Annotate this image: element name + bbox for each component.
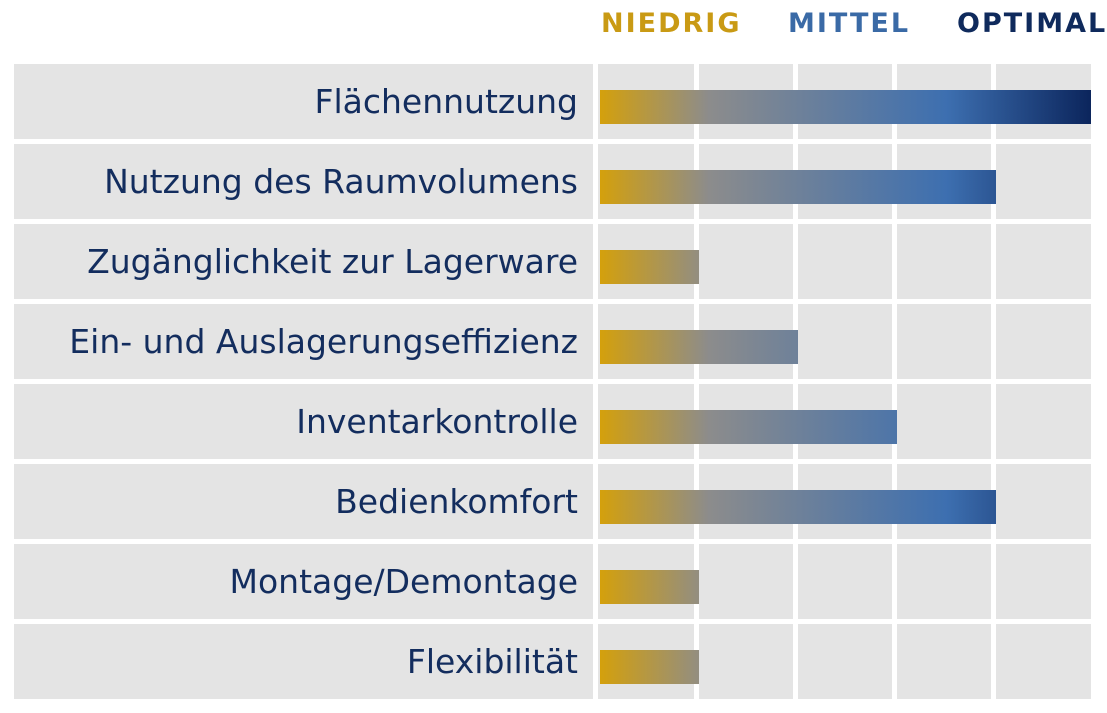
grid-line	[694, 64, 699, 713]
bar	[600, 249, 699, 284]
category-label: Flexibilität	[406, 642, 578, 681]
bar	[600, 89, 1091, 124]
grid-line	[892, 64, 897, 713]
row-background	[14, 304, 1091, 379]
legend-optimal: OPTIMAL	[957, 8, 1107, 39]
grid-line	[593, 64, 598, 713]
category-label: Zugänglichkeit zur Lagerware	[87, 242, 578, 281]
row-background	[14, 624, 1091, 699]
row-background	[14, 544, 1091, 619]
bar	[600, 489, 996, 524]
category-label: Flächennutzung	[314, 82, 578, 121]
bar	[600, 569, 699, 604]
grid-line	[793, 64, 798, 713]
bar	[600, 409, 897, 444]
bar	[600, 329, 798, 364]
legend-niedrig: NIEDRIG	[601, 8, 742, 39]
category-label: Inventarkontrolle	[296, 402, 578, 441]
category-label: Montage/Demontage	[229, 562, 578, 601]
legend-mittel: MITTEL	[788, 8, 911, 39]
row-background	[14, 384, 1091, 459]
category-label: Nutzung des Raumvolumens	[104, 162, 578, 201]
bar	[600, 169, 996, 204]
category-label: Bedienkomfort	[335, 482, 578, 521]
category-label: Ein- und Auslagerungseffizienz	[69, 322, 578, 361]
grid-line	[991, 64, 996, 713]
bar	[600, 649, 699, 684]
row-background	[14, 224, 1091, 299]
